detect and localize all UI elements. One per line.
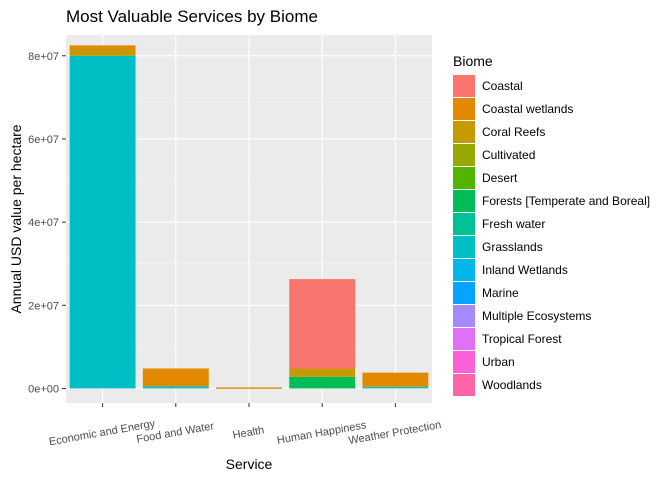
legend-label: Urban [482,355,515,369]
legend-key [453,351,475,373]
legend-key [453,236,475,258]
legend-key [453,328,475,350]
bar-segment [289,368,356,377]
bar-segment [289,279,356,369]
legend-key [453,213,475,235]
legend-label: Coral Reefs [482,125,545,139]
legend-label: Inland Wetlands [482,263,568,277]
bars [69,45,429,389]
bar-segment [216,388,282,389]
bar-segment [142,368,209,387]
legend-label: Coastal wetlands [482,102,573,116]
legend-key [453,190,475,212]
legend-label: Grasslands [482,240,543,254]
legend-title: Biome [453,53,493,69]
legend-label: Cultivated [482,148,535,162]
legend-label: Tropical Forest [482,332,562,346]
y-tick-label: 6e+07 [28,134,59,146]
y-tick-label: 0e+00 [28,383,59,395]
x-tick-label: Health [232,424,265,441]
legend: Biome Coastal Coastal wetlands Coral Reefs… [453,53,650,396]
y-tick-label: 8e+07 [28,51,59,63]
legend-key [453,374,475,396]
bar-segment [142,386,209,389]
bar-segment [69,49,136,56]
bar-segment [216,387,282,389]
legend-key [453,259,475,281]
legend-label: Marine [482,286,519,300]
legend-label: Multiple Ecosystems [482,309,591,323]
legend-label: Woodlands [482,378,542,392]
bar-segment [69,55,136,389]
legend-label: Forests [Temperate and Boreal] [482,194,650,208]
legend-label: Coastal [482,79,523,93]
bar-segment [362,386,429,389]
legend-label: Fresh water [482,217,545,231]
legend-key [453,167,475,189]
chart-title: Most Valuable Services by Biome [66,7,318,26]
legend-key [453,98,475,120]
legend-key [453,282,475,304]
bar-segment [289,376,356,389]
legend-key [453,75,475,97]
y-tick-label: 2e+07 [28,300,59,312]
legend-label: Desert [482,171,518,185]
legend-key [453,144,475,166]
y-tick-label: 4e+07 [28,217,59,229]
bar-segment [69,45,136,50]
legend-key [453,121,475,143]
y-axis-title: Annual USD value per hectare [8,124,24,313]
bar-segment [362,372,429,387]
x-axis-title: Service [226,456,273,472]
legend-key [453,305,475,327]
